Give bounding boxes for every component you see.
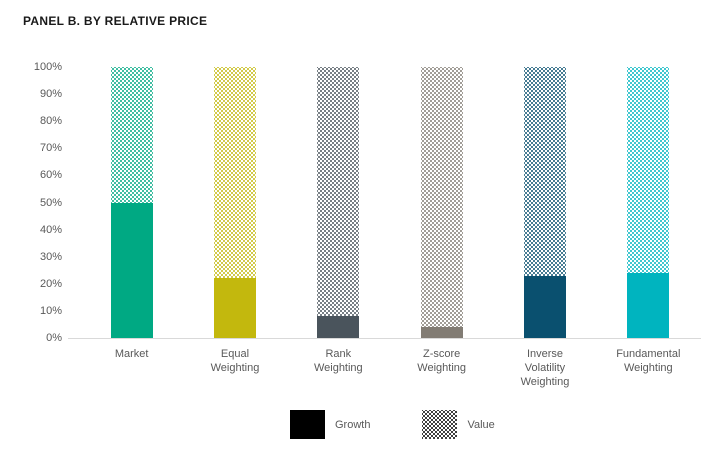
x-axis-line — [68, 338, 701, 339]
x-axis-label: Fundamental Weighting — [616, 348, 681, 374]
bar-column-fundamental-weighting — [597, 67, 700, 338]
bar-column-inverse-volatility-weighting — [493, 67, 596, 338]
growth-segment — [627, 272, 670, 338]
y-axis-tick: 100% — [33, 61, 62, 73]
growth-segment — [110, 202, 153, 338]
y-axis-tick: 40% — [39, 223, 62, 236]
y-axis-tick: 80% — [39, 115, 62, 128]
value-swatch-icon — [422, 410, 458, 439]
stacked-bar — [627, 67, 670, 338]
bar-column-equal-weighting — [183, 67, 286, 338]
growth-segment — [420, 327, 463, 338]
legend-label-value: Value — [467, 418, 495, 431]
stacked-bar — [213, 67, 256, 338]
y-axis-tick: 90% — [39, 88, 62, 101]
stacked-bar — [523, 67, 566, 338]
value-segment — [420, 67, 463, 328]
value-segment — [523, 67, 566, 276]
stacked-bar — [317, 67, 360, 338]
y-axis-tick: 10% — [39, 304, 62, 317]
value-segment — [110, 67, 153, 203]
y-axis: 0% 10% 20% 30% 40% 50% 60% 70% 80% 90% 100% — [0, 61, 62, 344]
y-axis-tick: 60% — [39, 169, 62, 182]
plot-area — [80, 67, 700, 338]
x-axis-label: Market — [114, 348, 149, 360]
value-segment — [213, 67, 256, 279]
stacked-bar — [420, 67, 463, 338]
bar-column-market — [80, 67, 183, 338]
y-axis-tick: 50% — [39, 196, 62, 209]
x-axis-label: Z-score Weighting — [417, 348, 466, 374]
legend: Growth Value — [290, 410, 495, 439]
y-axis-tick: 70% — [39, 142, 62, 155]
value-segment — [627, 67, 670, 273]
growth-swatch-icon — [290, 410, 325, 439]
growth-segment — [317, 316, 360, 338]
y-axis-tick: 0% — [46, 332, 62, 344]
value-segment — [317, 67, 360, 317]
bar-column-rank-weighting — [287, 67, 390, 338]
x-axis-label: Equal Weighting — [210, 348, 260, 374]
legend-label-growth: Growth — [335, 418, 371, 431]
x-axis-label: Inverse Volatility Weighting — [520, 348, 570, 388]
x-axis-label: Rank Weighting — [313, 348, 363, 374]
growth-segment — [213, 278, 256, 338]
page-title: PANEL B. BY RELATIVE PRICE — [23, 14, 208, 28]
y-axis-tick: 20% — [39, 277, 62, 290]
legend-item-value: Value — [422, 410, 495, 439]
bar-column-z-score-weighting — [390, 67, 493, 338]
growth-segment — [523, 275, 566, 338]
y-axis-tick: 30% — [39, 250, 62, 263]
stacked-bar — [110, 67, 153, 338]
x-axis-labels: Market Equal Weighting Rank Weighting Z-score… — [80, 347, 700, 389]
legend-item-growth: Growth — [290, 410, 370, 439]
